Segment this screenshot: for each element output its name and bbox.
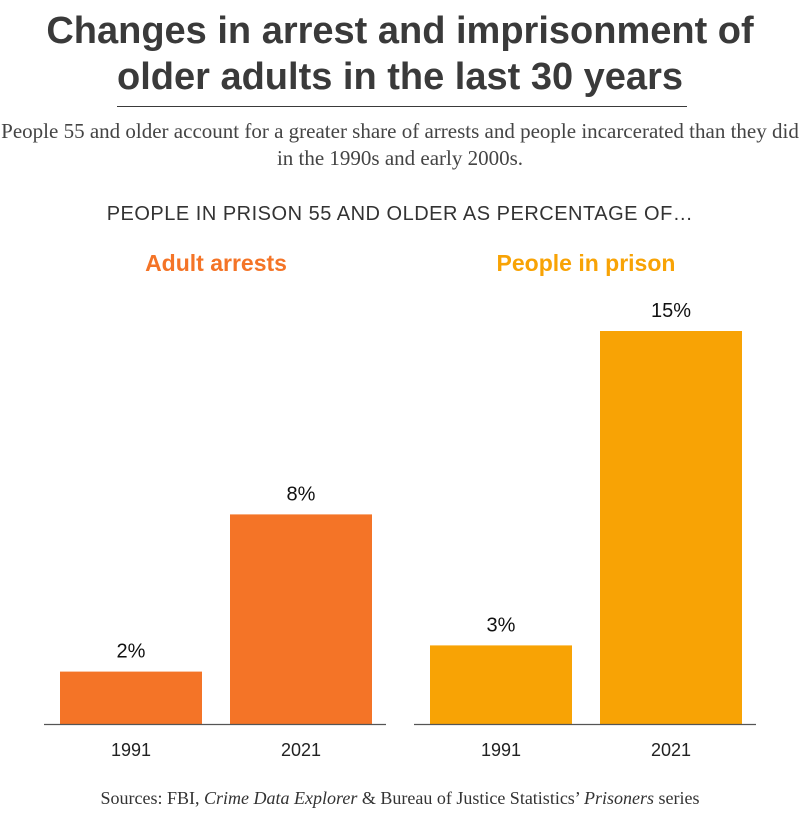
panel-title-people-in-prison: People in prison [496, 250, 676, 276]
data-label-prison-2021: 15% [651, 300, 691, 322]
tick-label-prison-2021: 2021 [651, 740, 691, 760]
data-label-arrests-2021: 8% [287, 483, 316, 505]
section-heading: PEOPLE IN PRISON 55 AND OLDER AS PERCENT… [106, 203, 694, 225]
source-italic-prisoners: Prisoners [583, 788, 654, 808]
chart-subtitle: People 55 and older account for a greate… [1, 119, 799, 170]
source-prefix: Sources: FBI, [100, 788, 205, 808]
source-italic-crime-data-explorer: Crime Data Explorer [204, 788, 358, 808]
bar-arrests-1991 [60, 671, 202, 724]
tick-label-prison-1991: 1991 [481, 740, 521, 760]
panel-title-adult-arrests: Adult arrests [145, 250, 287, 276]
tick-label-arrests-2021: 2021 [281, 740, 321, 760]
data-label-arrests-1991: 2% [117, 641, 146, 663]
title-underline [117, 106, 687, 107]
bar-prison-2021 [600, 331, 742, 724]
data-label-prison-1991: 3% [487, 614, 516, 636]
chart-title: Changes in arrest and imprisonment of ol… [46, 10, 754, 98]
bar-prison-1991 [430, 645, 572, 724]
tick-label-arrests-1991: 1991 [111, 740, 151, 760]
source-note: Sources: FBI, Crime Data Explorer & Bure… [0, 788, 800, 809]
bar-arrests-2021 [230, 514, 372, 724]
source-middle: & Bureau of Justice Statistics’ [357, 788, 584, 808]
source-suffix: series [654, 788, 700, 808]
bar-charts: 2% 1991 8% 2021 3% 1991 15% 2021 [44, 300, 756, 760]
